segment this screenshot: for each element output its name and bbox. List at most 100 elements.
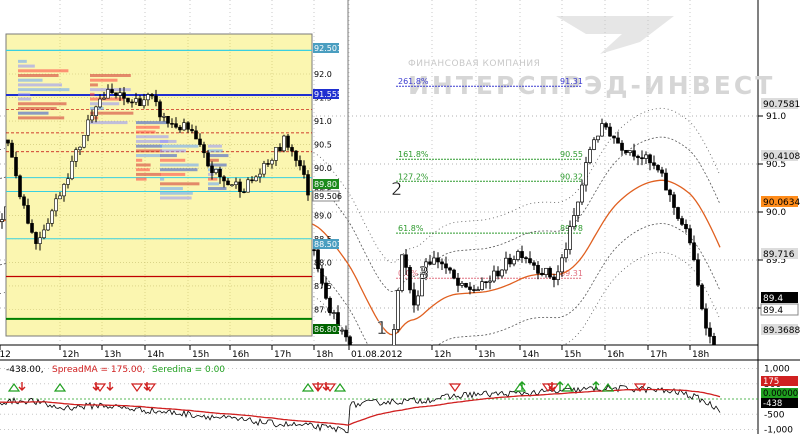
inset-candle-body (186, 122, 190, 130)
oscillator-line (0, 384, 721, 434)
inset-price-tag (313, 43, 339, 53)
inset-candle-body (22, 196, 26, 206)
profile-bar (160, 163, 199, 167)
time-axis-label: 2012 (0, 350, 11, 360)
inset-panel[interactable]: 92.091.591.090.590.089.589.088.588.087.5… (5, 33, 342, 337)
candle-body (636, 155, 640, 159)
profile-bar (18, 116, 65, 120)
price-tag (761, 98, 798, 109)
candle-body (556, 271, 560, 280)
profile-bar (208, 154, 229, 158)
candle-body (700, 284, 704, 310)
price-axis[interactable]: 91.090.590.089.589.090.758190.410890.063… (758, 98, 800, 336)
candle-body (488, 280, 492, 283)
profile-bar (90, 83, 98, 87)
inset-candle-body (58, 195, 62, 200)
inset-candle-body (298, 160, 302, 167)
indicator-panel[interactable]: -438.00, SpreadMA = 175.00, Seredina = 0… (0, 365, 798, 434)
profile-bar (18, 69, 69, 73)
inset-candle-body (78, 146, 82, 150)
candle-body (0, 219, 4, 222)
inset-candle-body (126, 98, 130, 103)
price-tag-label: 90.7581 (763, 100, 800, 110)
price-tag-label: 89.716 (763, 250, 795, 260)
indicator-tag (761, 376, 798, 386)
profile-bar (18, 78, 43, 82)
signal-up-arrow (592, 381, 600, 390)
candle-body (544, 267, 548, 275)
watermark-line1: ФИНАНСОВАЯ КОМПАНИЯ (408, 59, 540, 69)
profile-bar (136, 177, 147, 181)
candle-body (460, 282, 464, 286)
candle-body (412, 289, 416, 306)
inset-candle-body (174, 123, 178, 128)
signal-up-triangle (561, 382, 575, 392)
candle-body (696, 259, 700, 286)
inset-candle-body (294, 150, 298, 161)
profile-bar (90, 74, 131, 77)
candle-body (596, 135, 600, 141)
inset-candle-body (122, 92, 126, 99)
inset-candle-body (226, 180, 230, 186)
profile-bar (18, 59, 27, 63)
inset-price-tag (313, 239, 339, 249)
signal-down-arrow (548, 382, 556, 391)
fib-pct-label: 161.8% (398, 150, 429, 159)
price-tag (761, 292, 798, 303)
candle-body (389, 377, 392, 399)
signal-up-triangle (53, 382, 67, 392)
inset-candle-body (46, 223, 50, 231)
inset-candle-body (90, 115, 94, 121)
price-tag (761, 248, 798, 259)
inset-candle-body (190, 129, 194, 132)
inset-axis-label: 87.0 (314, 306, 332, 315)
fib-pct-label: 61.8% (398, 224, 424, 233)
inset-candle-body (26, 205, 30, 224)
signal-up-arrow (556, 381, 564, 390)
inset-candle-body (230, 184, 234, 186)
time-axis[interactable]: 2012 12h 13h 14h 15h 16h 17h 18h 01.08.2012 12h 13… (0, 345, 709, 360)
candle-body (344, 329, 348, 338)
profile-bar (18, 88, 70, 92)
signal-up-triangle (513, 382, 527, 392)
time-axis-label: 13h (478, 350, 495, 360)
inset-candle-body (258, 173, 262, 178)
candle-body (628, 150, 632, 153)
signal-down-arrow (92, 382, 100, 391)
profile-bar (208, 177, 218, 181)
profile-bar (136, 168, 150, 172)
time-axis-label: 18h (692, 350, 709, 360)
inset-candle-body (202, 144, 206, 154)
inset-candle-body (110, 89, 114, 94)
candle-body (440, 261, 444, 265)
inset-candle-body (170, 123, 174, 125)
candle-body (532, 262, 536, 266)
price-axis-label: 90.5 (766, 160, 786, 170)
candle-body (484, 281, 488, 284)
inset-axis-label: 88.0 (314, 258, 332, 267)
price-tag-label: 90.4108 (763, 152, 800, 162)
candle-body (616, 137, 620, 144)
inset-candle-body (262, 163, 266, 175)
candle-body (660, 169, 664, 174)
indicator-grid (0, 368, 758, 430)
candle-body (572, 215, 576, 228)
profile-bar (208, 163, 227, 167)
inset-axis-label: 87.5 (314, 282, 332, 291)
profile-bar (18, 111, 49, 115)
candle-body (688, 228, 692, 244)
profile-bar (136, 121, 168, 125)
inset-candle-body (306, 174, 310, 196)
profile-bar (18, 74, 59, 77)
wave-label-1: 1 (376, 318, 387, 339)
inset-candle-body (70, 160, 74, 179)
profile-bar (160, 158, 186, 162)
profile-bar (160, 139, 177, 143)
time-axis-label: 15h (564, 350, 581, 360)
inset-candle-body (302, 165, 306, 175)
fib-price-label: 90.55 (560, 150, 583, 159)
profile-bar (18, 83, 63, 87)
watermark-line2: ИНТЕРСПРЭД-ИНВЕСТ (408, 71, 775, 100)
